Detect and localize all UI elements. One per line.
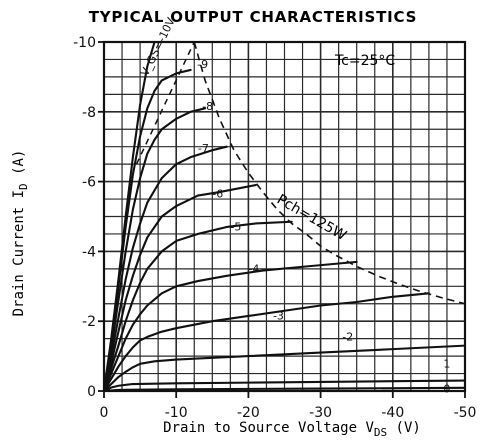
y-axis-label-prefix: Drain Current I [11,190,27,316]
y-tick-label: -8 [82,105,96,121]
drain-curve [102,107,207,393]
curve-label: -9 [197,58,208,71]
plot-frame [102,40,467,393]
y-tick-label: -4 [82,244,96,260]
curve-label: -7 [198,142,209,155]
drain-current-curves [102,40,467,393]
chart-grid [103,41,466,392]
y-axis-label-subscript: D [17,183,30,190]
drain-curve [102,145,228,393]
curve-label: -6 [212,187,223,200]
vgs-limit-line [135,41,195,165]
curve-label: -3 [273,309,284,322]
x-axis-label-suffix: (V) [387,420,421,436]
curve-label: 1 [443,357,450,370]
y-axis-label-suffix: (A) [11,150,27,184]
y-axis-label: Drain Current ID (A) [11,150,30,317]
curve-label: -2 [342,330,353,343]
chart-axes: 0 -10 -20 -30 -40 -500-2-4-6-8-10 [73,35,476,421]
x-axis-label: Drain to Source Voltage VDS (V) [163,420,421,439]
x-tick-label: -40 [381,405,404,421]
drain-curve [102,292,430,393]
drain-curve [102,184,257,393]
curve-label: -5 [230,220,241,233]
temperature-annotation: Tc=25°C [334,53,395,69]
drain-curve [102,379,467,393]
x-tick-label: -20 [237,405,260,421]
x-axis-label-prefix: Drain to Source Voltage V [163,420,374,436]
drain-curve [102,386,467,393]
power-limit-curve [193,41,466,305]
y-tick-label: -2 [82,314,96,330]
x-axis-label-subscript: DS [374,426,387,439]
drain-curve [102,220,293,393]
curve-label: -4 [248,262,259,275]
drain-curve [102,260,358,393]
y-tick-label: 0 [87,384,96,400]
curve-label: 0 [443,383,450,396]
power-limit-layer [135,41,466,305]
y-tick-label: -6 [82,175,96,191]
drain-curve [102,68,192,393]
curve-label: -8 [202,100,213,113]
drain-curve [102,344,467,393]
chart-title: TYPICAL OUTPUT CHARACTERISTICS [89,8,418,26]
x-tick-label: -10 [165,405,188,421]
x-tick-label: -30 [309,405,332,421]
y-tick-label: -10 [73,35,96,51]
x-tick-label: 0 [100,405,109,421]
x-tick-label: -50 [454,405,477,421]
